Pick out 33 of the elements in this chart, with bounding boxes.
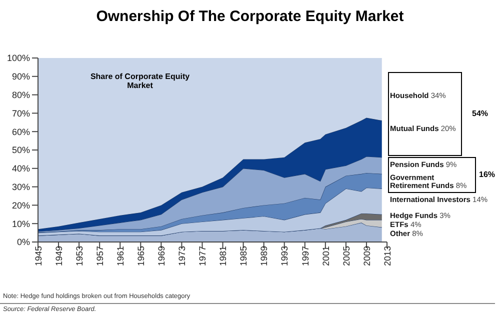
- x-tick-label: 2005: [341, 246, 352, 266]
- x-tick-label: 1961: [116, 246, 126, 266]
- x-tick-label: 2013: [382, 246, 392, 266]
- x-tick-label: 2009: [362, 246, 372, 266]
- x-tick-label: 2001: [320, 246, 331, 266]
- y-tick-label: 60%: [12, 126, 30, 137]
- x-tick-label: 1965: [136, 246, 146, 266]
- x-tick-label: 1977: [198, 246, 208, 266]
- y-tick-label: 100%: [6, 53, 30, 64]
- x-tick-label: 1957: [94, 246, 105, 266]
- annotation: Share of Corporate Equity Market: [89, 72, 191, 90]
- x-tick-label: 1945: [33, 246, 44, 266]
- x-tick-label: 1993: [280, 246, 290, 266]
- y-tick-label: 40%: [12, 164, 30, 174]
- x-tick-label: 1973: [177, 246, 188, 266]
- y-tick-label: 80%: [12, 90, 30, 100]
- text: 54%: [472, 109, 488, 118]
- y-tick-label: 50%: [12, 145, 30, 156]
- y-tick-label: 30%: [12, 182, 30, 192]
- chart-title: Ownership Of The Corporate Equity Market: [95, 8, 405, 25]
- x-tick-label: 1989: [259, 246, 270, 266]
- y-tick-label: 0%: [16, 237, 30, 248]
- x-tick-label: 1997: [300, 246, 310, 266]
- x-tick-label: 1953: [74, 246, 84, 266]
- x-tick-label: 1981: [218, 246, 228, 266]
- y-tick-label: 90%: [12, 72, 30, 82]
- y-tick-label: 10%: [12, 218, 30, 229]
- y-tick-label: 70%: [12, 108, 30, 118]
- x-tick-label: 1969: [156, 246, 167, 266]
- text: 16%: [479, 170, 496, 179]
- x-tick-label: 1985: [238, 246, 249, 266]
- y-tick-label: 20%: [12, 200, 30, 210]
- x-tick-label: 1949: [54, 246, 64, 266]
